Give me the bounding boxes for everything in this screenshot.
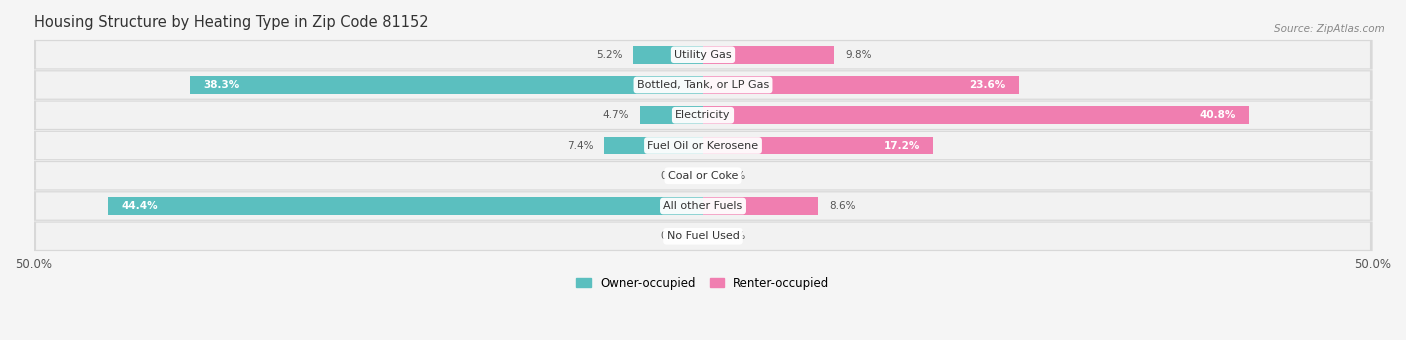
- FancyBboxPatch shape: [37, 192, 1369, 220]
- Text: Housing Structure by Heating Type in Zip Code 81152: Housing Structure by Heating Type in Zip…: [34, 15, 427, 30]
- FancyBboxPatch shape: [37, 41, 1369, 68]
- Bar: [640, 106, 703, 124]
- Text: 5.2%: 5.2%: [596, 50, 623, 60]
- Text: 23.6%: 23.6%: [969, 80, 1005, 90]
- Text: 0.0%: 0.0%: [718, 171, 745, 181]
- FancyBboxPatch shape: [37, 102, 1369, 129]
- Text: 17.2%: 17.2%: [883, 140, 920, 151]
- Text: Fuel Oil or Kerosene: Fuel Oil or Kerosene: [647, 140, 759, 151]
- Text: Coal or Coke: Coal or Coke: [668, 171, 738, 181]
- Text: 9.8%: 9.8%: [845, 50, 872, 60]
- Text: 38.3%: 38.3%: [204, 80, 240, 90]
- FancyBboxPatch shape: [34, 161, 1372, 191]
- Text: 4.7%: 4.7%: [603, 110, 630, 120]
- Text: 0.0%: 0.0%: [661, 171, 688, 181]
- Text: 8.6%: 8.6%: [830, 201, 855, 211]
- Bar: [703, 197, 818, 215]
- Bar: [108, 197, 703, 215]
- Legend: Owner-occupied, Renter-occupied: Owner-occupied, Renter-occupied: [572, 272, 834, 294]
- FancyBboxPatch shape: [34, 100, 1372, 130]
- FancyBboxPatch shape: [34, 40, 1372, 70]
- Text: Utility Gas: Utility Gas: [675, 50, 731, 60]
- Bar: [703, 106, 1250, 124]
- Text: 0.0%: 0.0%: [718, 231, 745, 241]
- Bar: [633, 46, 703, 64]
- Text: 0.0%: 0.0%: [661, 231, 688, 241]
- Bar: [190, 76, 703, 94]
- FancyBboxPatch shape: [34, 221, 1372, 251]
- Text: 44.4%: 44.4%: [122, 201, 159, 211]
- Bar: [703, 137, 934, 154]
- Bar: [605, 137, 703, 154]
- Text: 7.4%: 7.4%: [567, 140, 593, 151]
- Text: 40.8%: 40.8%: [1199, 110, 1236, 120]
- FancyBboxPatch shape: [37, 162, 1369, 189]
- FancyBboxPatch shape: [37, 223, 1369, 250]
- FancyBboxPatch shape: [37, 132, 1369, 159]
- Text: Source: ZipAtlas.com: Source: ZipAtlas.com: [1274, 24, 1385, 34]
- Text: No Fuel Used: No Fuel Used: [666, 231, 740, 241]
- Text: Bottled, Tank, or LP Gas: Bottled, Tank, or LP Gas: [637, 80, 769, 90]
- Text: All other Fuels: All other Fuels: [664, 201, 742, 211]
- Text: Electricity: Electricity: [675, 110, 731, 120]
- Bar: [703, 46, 834, 64]
- Bar: [703, 76, 1019, 94]
- FancyBboxPatch shape: [34, 191, 1372, 221]
- FancyBboxPatch shape: [37, 71, 1369, 99]
- FancyBboxPatch shape: [34, 131, 1372, 160]
- FancyBboxPatch shape: [34, 70, 1372, 100]
